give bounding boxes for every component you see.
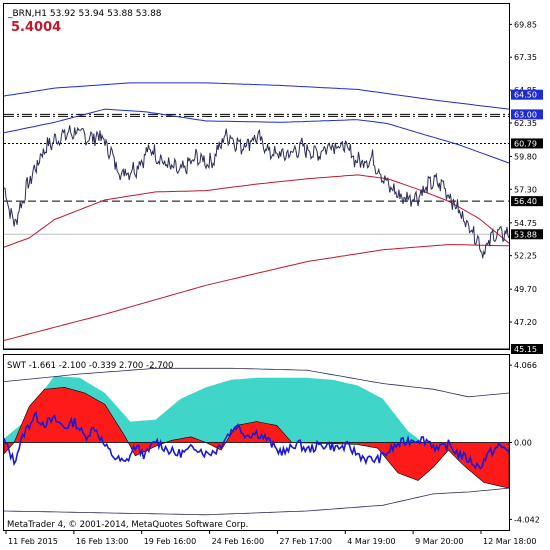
x-tick-label: 19 Feb 16:00: [144, 537, 196, 546]
x-tick-label: 12 Mar 18:00: [483, 537, 536, 546]
y-tick-label: 62.35: [514, 119, 537, 128]
indicator-lower-band: [3, 487, 510, 516]
y-tick-label: 67.35: [514, 53, 537, 62]
x-tick-label: 27 Feb 17:00: [279, 537, 331, 546]
y-tick-label: 69.85: [514, 20, 537, 29]
price-tag-60.79: [511, 138, 543, 149]
price-tag-63.00: [511, 109, 543, 120]
x-tick-label: 4 Mar 19:00: [347, 537, 395, 546]
price-tag-label: 60.79: [514, 139, 537, 148]
price-tag-56.40: [511, 196, 543, 207]
x-tick-label: 11 Feb 2015: [8, 537, 58, 546]
ind-y-tick-label: 4.066: [514, 361, 537, 370]
price-tag-label: 53.88: [514, 230, 537, 239]
price-tag-label: 63.00: [514, 110, 537, 119]
blue-upper-band: [3, 82, 510, 110]
y-tick-label: 57.30: [514, 185, 537, 194]
price-tag-45.15: [511, 344, 543, 354]
red-low-band: [3, 244, 510, 341]
x-tick-label: 9 Mar 20:00: [415, 537, 463, 546]
blue-mid-band: [3, 108, 510, 164]
indicator-label: SWT -1.661 -2.100 -0.339 2.700 -2.700: [7, 361, 173, 371]
big-value-label: 5.4004: [11, 20, 61, 35]
y-tick-label: 54.75: [514, 219, 537, 228]
main-plot-frame: [3, 3, 510, 350]
price-tag-label: 45.15: [514, 345, 537, 354]
price-tag-label: 56.40: [514, 197, 537, 206]
teal-histogram-area: [4, 375, 509, 443]
ind-y-tick-label: -4.042: [514, 515, 540, 524]
y-tick-label: 49.70: [514, 285, 537, 294]
y-tick-label: 59.80: [514, 152, 537, 161]
symbol-title: _BRN,H1 53.92 53.94 53.88 53.88: [7, 9, 162, 19]
price-series: [3, 125, 510, 259]
y-tick-label: 52.25: [514, 252, 537, 261]
ind-y-tick-label: 0.00: [514, 439, 532, 448]
price-tag-53.88: [511, 229, 543, 240]
red-histogram-area: [3, 386, 510, 489]
x-tick-label: 24 Feb 16:00: [212, 537, 264, 546]
copyright-text: MetaTrader 4, © 2001-2014, MetaQuotes So…: [7, 520, 248, 530]
indicator-upper-band: [3, 367, 510, 398]
x-tick-label: 16 Feb 13:00: [76, 537, 128, 546]
price-tag-64.50: [511, 89, 543, 100]
y-tick-label: 47.20: [514, 318, 537, 327]
swt-line: [3, 410, 510, 471]
price-tag-label: 64.50: [514, 91, 537, 100]
